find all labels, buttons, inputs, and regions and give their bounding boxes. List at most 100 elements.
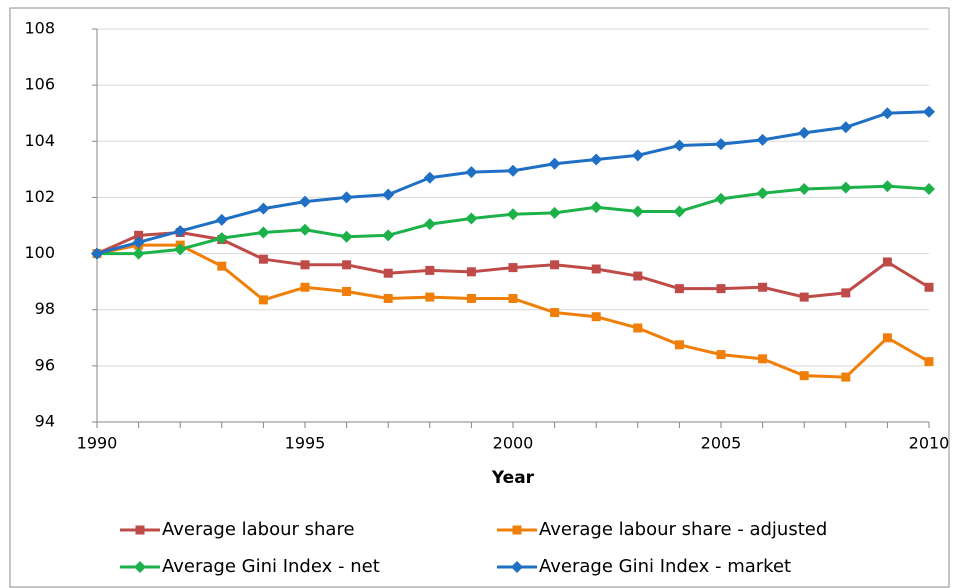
- point: [507, 164, 519, 177]
- x-tick-label: 1995: [285, 434, 326, 453]
- x-tick-label: 1990: [77, 434, 118, 453]
- point: [383, 268, 393, 278]
- point: [425, 292, 435, 302]
- point: [465, 212, 478, 225]
- point: [633, 271, 643, 281]
- point: [631, 149, 644, 162]
- point: [508, 293, 518, 303]
- point: [91, 247, 103, 260]
- point: [340, 191, 353, 204]
- point: [257, 226, 270, 239]
- legend-marker: [511, 561, 523, 573]
- point: [715, 192, 727, 205]
- point: [882, 333, 892, 343]
- point: [923, 183, 935, 196]
- point: [758, 354, 768, 364]
- y-tick-label: 104: [24, 131, 55, 150]
- point: [591, 312, 601, 322]
- legend-marker: [134, 561, 146, 573]
- legend-label: Average labour share - adjusted: [539, 519, 827, 540]
- legend-label: Average labour share: [162, 519, 355, 540]
- point: [550, 308, 560, 318]
- point: [257, 202, 270, 215]
- point: [839, 121, 852, 134]
- point: [425, 265, 435, 275]
- y-tick-label: 96: [35, 355, 55, 374]
- point: [881, 180, 894, 193]
- point: [423, 171, 436, 184]
- point: [881, 107, 894, 120]
- point: [507, 208, 519, 221]
- legend-marker: [135, 525, 145, 535]
- point: [839, 181, 852, 194]
- point: [299, 223, 311, 236]
- point: [798, 183, 811, 196]
- point: [799, 292, 809, 302]
- point: [550, 260, 560, 270]
- point: [383, 293, 393, 303]
- point: [924, 282, 934, 292]
- x-tick-label: 2000: [493, 434, 534, 453]
- point: [342, 286, 352, 296]
- point: [299, 195, 311, 208]
- point: [300, 282, 310, 292]
- point: [174, 225, 187, 238]
- point: [841, 288, 851, 298]
- point: [382, 229, 395, 242]
- y-tick-label: 94: [35, 412, 55, 431]
- point: [882, 257, 892, 267]
- x-axis-label: Year: [491, 468, 535, 488]
- point: [674, 284, 684, 294]
- point: [548, 157, 561, 170]
- point: [758, 282, 768, 292]
- y-tick-label: 106: [24, 75, 55, 94]
- point: [591, 264, 601, 274]
- x-tick-label: 2005: [701, 434, 742, 453]
- point: [799, 371, 809, 381]
- point: [673, 139, 686, 152]
- point: [756, 133, 769, 146]
- point: [590, 201, 603, 214]
- point: [300, 260, 310, 270]
- legend-marker: [512, 525, 522, 535]
- x-tick-label: 2010: [909, 434, 950, 453]
- point: [673, 205, 686, 218]
- point: [340, 230, 353, 243]
- point: [508, 263, 518, 273]
- point: [756, 187, 769, 200]
- point: [798, 126, 811, 139]
- point: [923, 105, 935, 118]
- point: [258, 295, 268, 305]
- point: [215, 232, 228, 245]
- y-tick-label: 102: [24, 187, 55, 206]
- point: [132, 247, 145, 260]
- point: [174, 243, 187, 256]
- point: [215, 213, 228, 226]
- point: [466, 267, 476, 277]
- y-tick-label: 108: [24, 19, 55, 38]
- point: [466, 293, 476, 303]
- y-tick-label: 98: [35, 299, 55, 318]
- point: [258, 254, 268, 264]
- y-tick-label: 100: [24, 243, 55, 262]
- point: [342, 260, 352, 270]
- point: [465, 166, 478, 179]
- point: [633, 323, 643, 333]
- point: [423, 218, 436, 231]
- point: [715, 138, 727, 151]
- legend-label: Average Gini Index - market: [539, 556, 791, 577]
- point: [924, 357, 934, 367]
- point: [590, 153, 603, 166]
- point: [841, 372, 851, 382]
- legend-label: Average Gini Index - net: [162, 556, 380, 577]
- point: [631, 205, 644, 218]
- point: [674, 340, 684, 350]
- point: [716, 350, 726, 360]
- point: [716, 284, 726, 294]
- point: [382, 188, 395, 201]
- point: [134, 230, 144, 240]
- point: [548, 206, 561, 219]
- point: [217, 261, 227, 271]
- point: [132, 236, 145, 249]
